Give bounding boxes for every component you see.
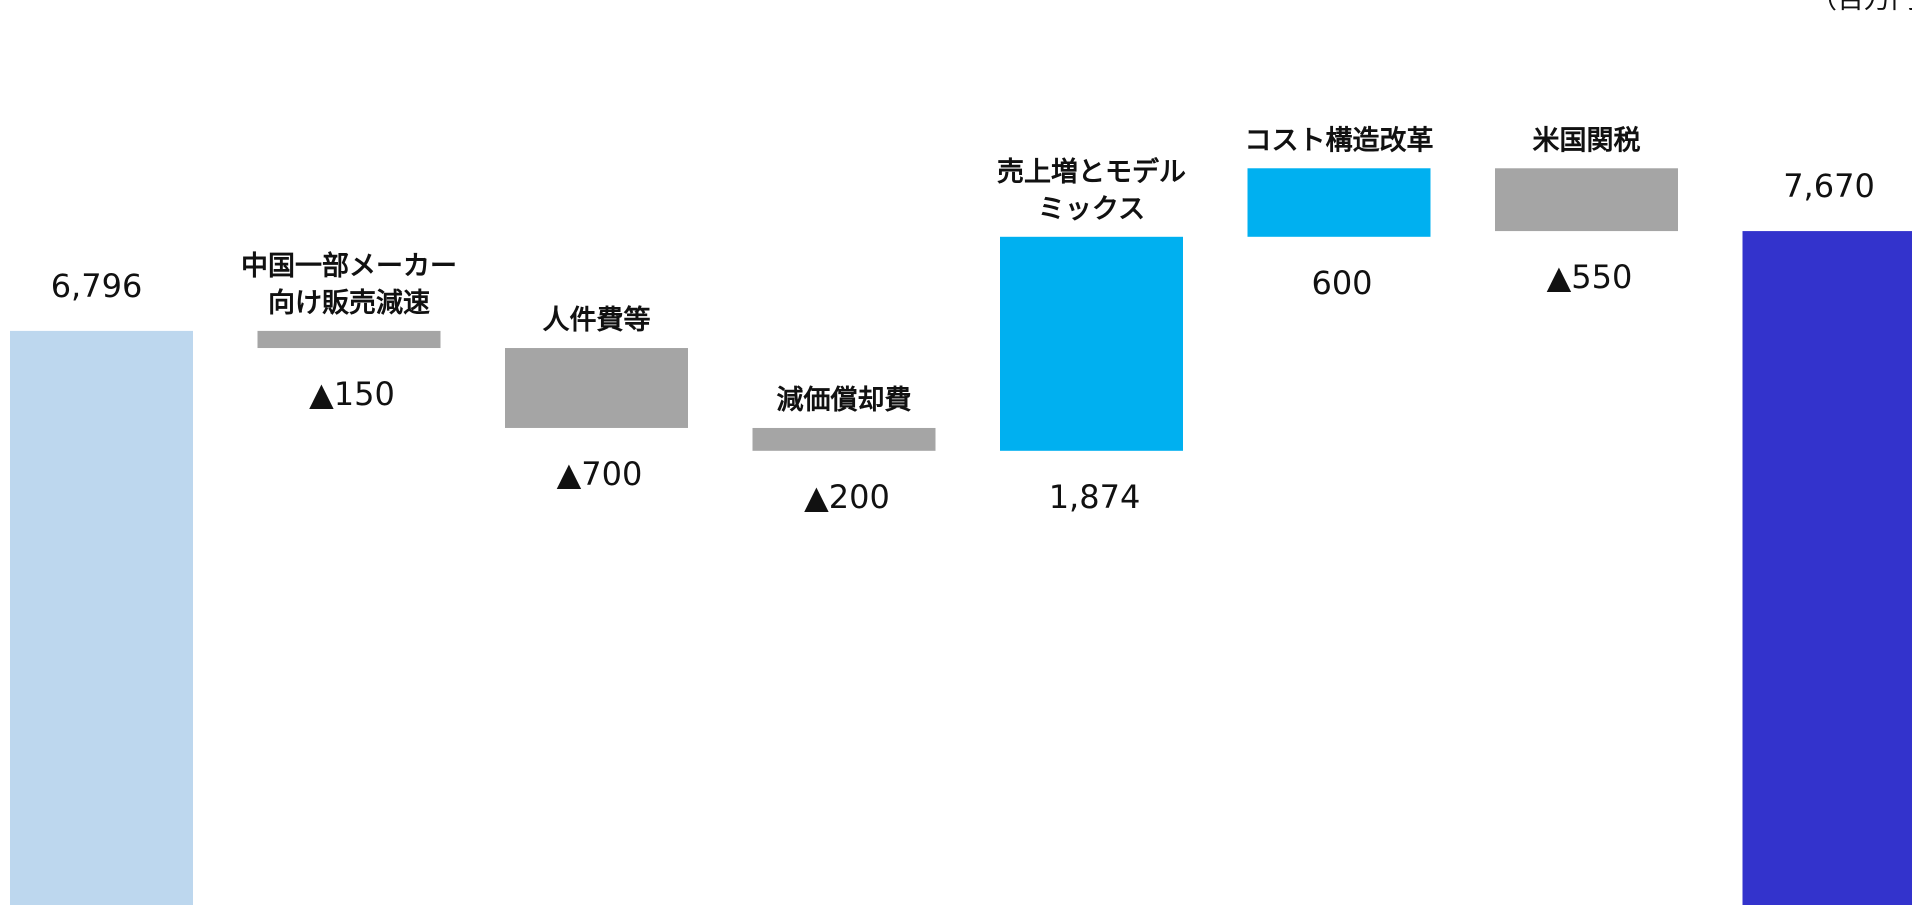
bar-5	[1247, 168, 1431, 237]
value-label-5: 600	[1311, 264, 1372, 302]
value-label-7: 7,670	[1783, 167, 1875, 205]
value-label-6: ▲550	[1547, 258, 1633, 296]
category-label-5-0: コスト構造改革	[1245, 125, 1434, 156]
unit-label: （百万円）	[1810, 0, 1912, 15]
bar-7	[1742, 231, 1912, 905]
bar-3	[752, 427, 936, 451]
value-label-4: 1,874	[1049, 478, 1141, 516]
bar-6	[1495, 168, 1678, 232]
bar-2	[505, 348, 688, 428]
bar-0	[10, 330, 193, 905]
category-label-2-0: 人件費等	[543, 304, 651, 336]
value-label-0: 6,796	[51, 267, 143, 305]
bar-4	[1000, 236, 1183, 451]
category-label-1-1: 向け販売減速	[268, 287, 430, 319]
category-label-1-0: 中国一部メーカー	[241, 250, 457, 282]
category-label-4-1: ミックス	[1038, 194, 1145, 225]
category-label-4-0: 売上増とモデル	[997, 156, 1186, 188]
category-label-6-0: 米国関税	[1533, 125, 1641, 156]
category-label-3-0: 減価償却費	[777, 385, 912, 416]
value-label-1: ▲150	[309, 375, 395, 413]
bar-1	[257, 330, 441, 349]
value-label-3: ▲200	[804, 478, 890, 516]
value-label-2: ▲700	[557, 455, 643, 493]
bars-group	[10, 168, 1912, 905]
